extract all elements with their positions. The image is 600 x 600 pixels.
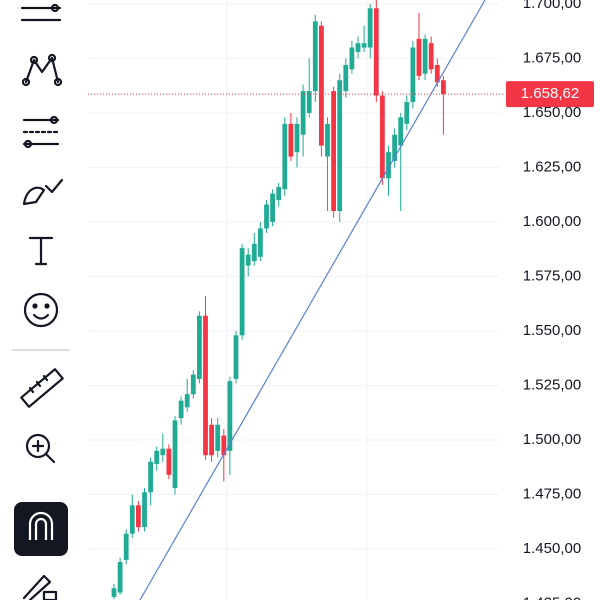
magnet-icon <box>28 511 54 540</box>
candle-body <box>209 424 214 456</box>
candle-body <box>117 562 123 593</box>
y-tick-label: 1.425,00 <box>523 594 581 600</box>
candle-body <box>300 91 306 135</box>
y-tick-label: 1.500,00 <box>523 431 581 448</box>
candle-body <box>239 248 245 336</box>
candle-body <box>251 243 257 262</box>
candle-body <box>258 228 263 257</box>
candles <box>111 0 446 600</box>
candle-body <box>148 461 153 493</box>
pencil-lock-tool[interactable] <box>22 574 58 600</box>
candle-body <box>398 117 404 146</box>
candle-body <box>288 123 294 157</box>
grid <box>88 0 500 600</box>
candle-body <box>441 80 446 95</box>
candle-body <box>373 8 379 96</box>
candle-body <box>245 254 251 266</box>
candle-body <box>111 588 117 597</box>
candle-body <box>276 187 282 201</box>
candle-body <box>392 134 397 161</box>
candle-body <box>227 381 233 451</box>
candle-body <box>264 204 269 229</box>
candle-body <box>416 38 422 76</box>
candle-body <box>233 335 239 379</box>
ruler-tool[interactable] <box>20 368 64 408</box>
candle-body <box>410 47 416 103</box>
candle-body <box>306 91 312 113</box>
candle-body <box>142 492 147 528</box>
candle-body <box>367 8 373 48</box>
candle-body <box>221 435 227 456</box>
emoji-tool[interactable] <box>23 292 59 328</box>
candle-body <box>331 91 336 212</box>
candle-body <box>325 123 330 157</box>
candle-body <box>197 315 202 379</box>
candle-body <box>404 102 410 124</box>
candle-body <box>355 43 361 52</box>
y-tick-label: 1.625,00 <box>523 158 581 175</box>
candle-body <box>343 64 349 92</box>
candle-body <box>422 38 428 74</box>
y-tick-label: 1.700,00 <box>523 0 581 12</box>
price-axis: 1.425,00 1.450,00 1.475,00 1.500,00 1.525,00… <box>88 0 594 600</box>
candle-body <box>129 505 135 534</box>
y-tick-label: 1.600,00 <box>523 213 581 230</box>
y-tick-label: 1.675,00 <box>523 49 581 66</box>
pattern-tool[interactable] <box>21 53 63 87</box>
candle-body <box>434 64 440 83</box>
candle-body <box>337 80 343 212</box>
candle-body <box>282 123 288 190</box>
candle-body <box>172 420 178 488</box>
candle-body <box>270 193 275 222</box>
candle-body <box>203 315 208 456</box>
candle-body <box>386 152 391 179</box>
y-tick-label: 1.450,00 <box>523 540 581 557</box>
candle-body <box>190 374 196 395</box>
magnet-tool-active[interactable] <box>14 502 68 556</box>
lines-tool[interactable] <box>20 3 62 22</box>
candle-body <box>349 47 355 70</box>
last-price-box <box>506 81 594 108</box>
candle-body <box>294 123 300 153</box>
y-tick-label: 1.650,00 <box>523 104 581 121</box>
y-tick-label: 1.475,00 <box>523 485 581 502</box>
candle-body <box>160 448 166 456</box>
brush-tool[interactable] <box>22 178 64 206</box>
zoom-tool[interactable] <box>25 433 56 464</box>
last-price-label: 1.658,62 <box>521 85 579 102</box>
candle-body <box>166 448 172 475</box>
candle-body <box>215 424 221 451</box>
fib-tool[interactable] <box>22 115 60 149</box>
candle-body <box>184 394 190 408</box>
y-tick-label: 1.525,00 <box>523 376 581 393</box>
candle-body <box>319 25 324 146</box>
y-tick-label: 1.550,00 <box>523 322 581 339</box>
candle-body <box>123 533 129 560</box>
y-tick-label: 1.575,00 <box>523 267 581 284</box>
trend-line[interactable] <box>139 0 486 600</box>
toolbar <box>12 3 70 600</box>
candle-body <box>312 21 318 92</box>
candle-body <box>428 43 434 70</box>
candle-body <box>380 95 385 179</box>
text-tool[interactable] <box>28 236 54 266</box>
candle-body <box>361 43 367 48</box>
candle-body <box>136 505 141 528</box>
candle-body <box>154 450 160 464</box>
candle-body <box>178 400 184 419</box>
